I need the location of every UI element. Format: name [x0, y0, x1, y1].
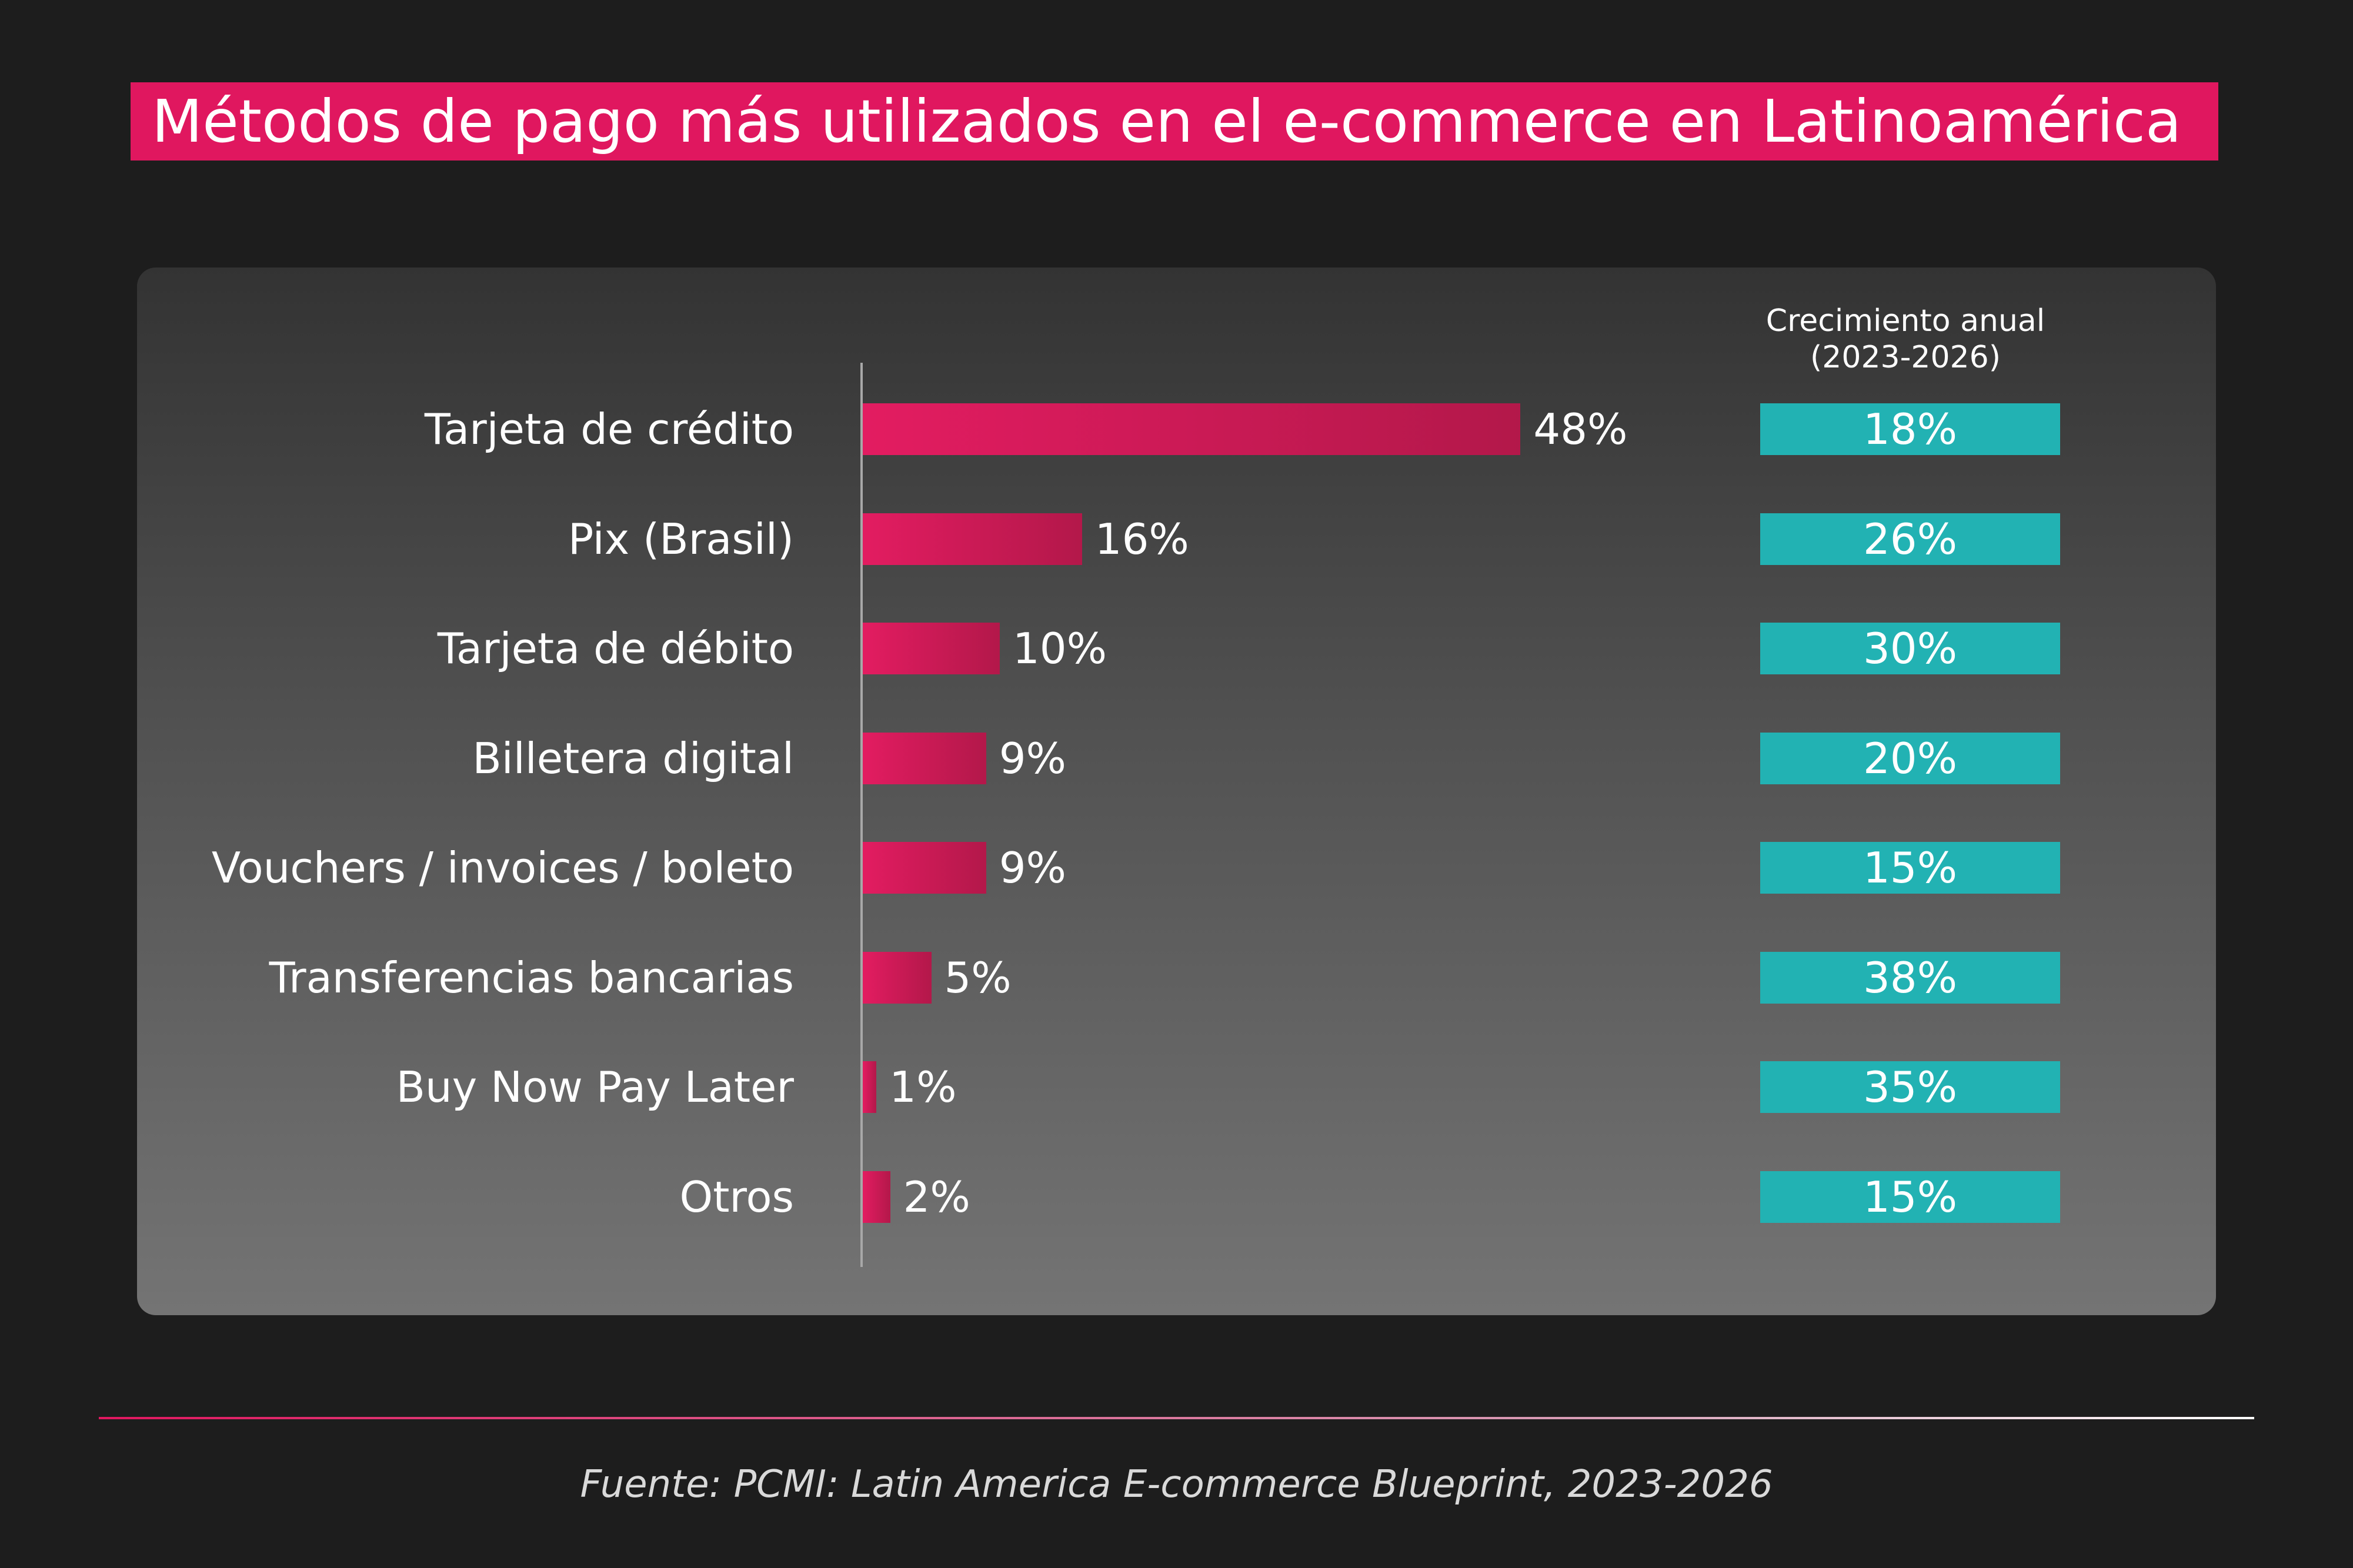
growth-value-box: 35%: [1760, 1061, 2060, 1113]
growth-header-period: (2023-2026): [1810, 340, 2001, 375]
bar: [863, 623, 1000, 674]
y-axis-line: [860, 363, 863, 1267]
bar-value-label: 10%: [1013, 624, 1107, 673]
growth-value-box: 15%: [1760, 842, 2060, 894]
title-banner: [131, 82, 2218, 161]
category-label: Vouchers / invoices / boleto: [211, 843, 794, 892]
category-label: Otros: [679, 1172, 794, 1222]
growth-header-title: Crecimiento anual: [1765, 303, 2045, 339]
source-note: Fuente: PCMI: Latin America E-commerce B…: [580, 1463, 1773, 1506]
bar-value-label: 9%: [999, 733, 1066, 783]
bar-value-label: 16%: [1094, 514, 1189, 564]
category-label: Transferencias bancarias: [269, 952, 794, 1002]
growth-value-box: 30%: [1760, 623, 2060, 674]
bar: [863, 732, 986, 784]
growth-value-box: 15%: [1760, 1171, 2060, 1223]
bar: [863, 1061, 877, 1113]
bar-value-label: 5%: [944, 952, 1012, 1002]
growth-value-box: 18%: [1760, 403, 2060, 455]
bar: [863, 1171, 890, 1223]
category-label: Pix (Brasil): [568, 514, 794, 564]
category-label: Buy Now Pay Later: [396, 1062, 794, 1112]
divider-line: [99, 1417, 2254, 1419]
growth-column-header: Crecimiento anual (2023-2026): [1726, 303, 2085, 376]
bar-value-label: 1%: [889, 1062, 957, 1112]
bar: [863, 403, 1521, 455]
growth-value-box: 38%: [1760, 951, 2060, 1004]
bar: [863, 951, 932, 1004]
bar-value-label: 2%: [903, 1172, 970, 1222]
growth-value-box: 20%: [1760, 732, 2060, 784]
bar: [863, 842, 986, 894]
category-label: Billetera digital: [472, 733, 794, 783]
category-label: Tarjeta de crédito: [424, 404, 794, 454]
growth-value-box: 26%: [1760, 513, 2060, 565]
bar: [863, 513, 1082, 565]
chart-title: Métodos de pago más utilizados en el e-c…: [152, 87, 2182, 156]
category-label: Tarjeta de débito: [437, 624, 794, 673]
bar-value-label: 48%: [1533, 404, 1628, 454]
bar-value-label: 9%: [999, 843, 1066, 892]
